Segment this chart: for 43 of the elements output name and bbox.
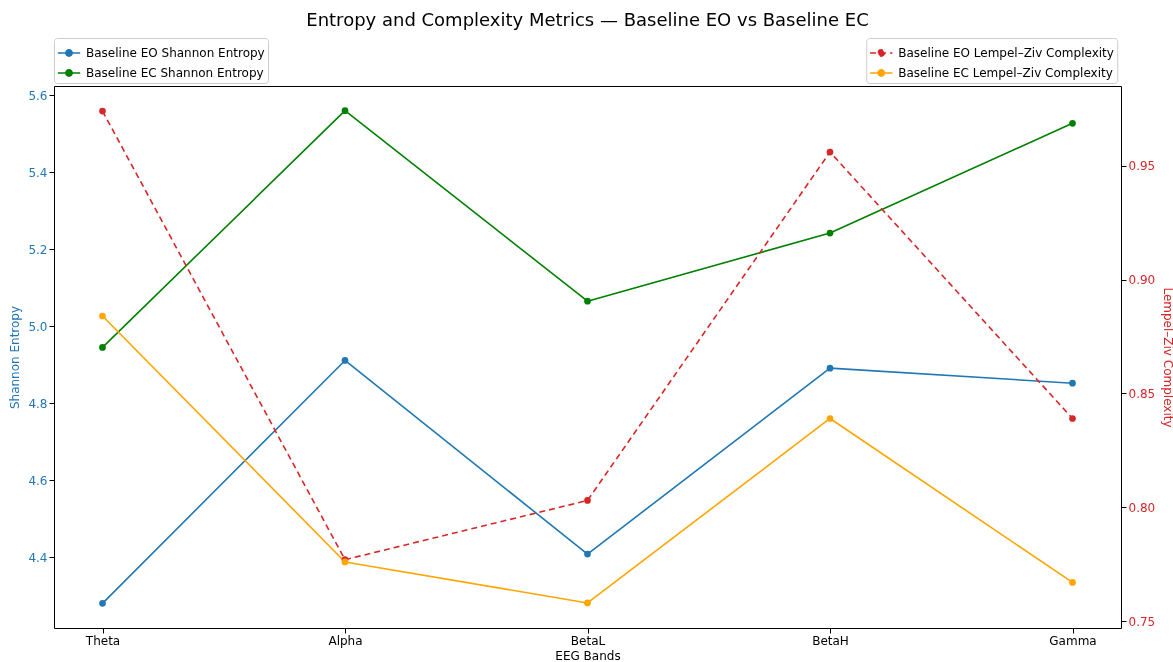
y2-tick-label: 0.80 bbox=[1128, 500, 1156, 515]
y-tick-label: 5.6 bbox=[28, 88, 48, 103]
legend-label: Baseline EC Lempel–Ziv Complexity bbox=[898, 66, 1113, 80]
point bbox=[826, 148, 834, 156]
x-tick-label: Alpha bbox=[328, 633, 363, 648]
legend-label: Baseline EC Shannon Entropy bbox=[86, 66, 264, 80]
legend-label: Baseline EO Lempel–Ziv Complexity bbox=[898, 46, 1114, 60]
point bbox=[1069, 119, 1076, 127]
y2-tick-label: 0.95 bbox=[1128, 159, 1156, 174]
point bbox=[826, 415, 834, 422]
point bbox=[1069, 579, 1076, 586]
y-tick-label: 4.4 bbox=[28, 550, 48, 565]
point bbox=[584, 497, 591, 504]
x-tick-label: BetaL bbox=[570, 633, 606, 648]
point bbox=[826, 229, 834, 237]
y-tick-label: 5.0 bbox=[28, 319, 48, 334]
point bbox=[99, 344, 106, 351]
point bbox=[826, 364, 834, 372]
point bbox=[341, 357, 349, 364]
point bbox=[1069, 379, 1076, 387]
point bbox=[584, 599, 591, 607]
y-tick-label: 4.6 bbox=[28, 473, 48, 488]
point bbox=[99, 107, 106, 115]
point bbox=[341, 107, 349, 114]
point bbox=[99, 312, 106, 320]
point bbox=[99, 600, 106, 607]
y-tick-label: 5.2 bbox=[28, 242, 48, 257]
y-tick-label: 4.8 bbox=[28, 396, 48, 411]
x-axis-title: EEG Bands bbox=[555, 648, 621, 662]
y-tick-label: 5.4 bbox=[28, 165, 48, 180]
y2-tick-label: 0.85 bbox=[1128, 386, 1156, 401]
x-tick-label: BetaH bbox=[812, 633, 849, 648]
y-axis-title: Shannon Entropy bbox=[8, 305, 23, 410]
chart-title: Entropy and Complexity Metrics — Baseline EO vs Baseline EC bbox=[306, 8, 869, 30]
point bbox=[584, 550, 591, 558]
legend-label: Baseline EO Shannon Entropy bbox=[86, 46, 265, 60]
point bbox=[584, 297, 591, 305]
x-tick-label: Gamma bbox=[1049, 633, 1097, 648]
y2-tick-label: 0.75 bbox=[1128, 614, 1156, 629]
y2-axis-title: Lempel–Ziv Complexity bbox=[1161, 287, 1173, 428]
point bbox=[1069, 415, 1076, 422]
x-tick-label: Theta bbox=[84, 633, 121, 648]
y2-tick-label: 0.90 bbox=[1128, 273, 1156, 288]
